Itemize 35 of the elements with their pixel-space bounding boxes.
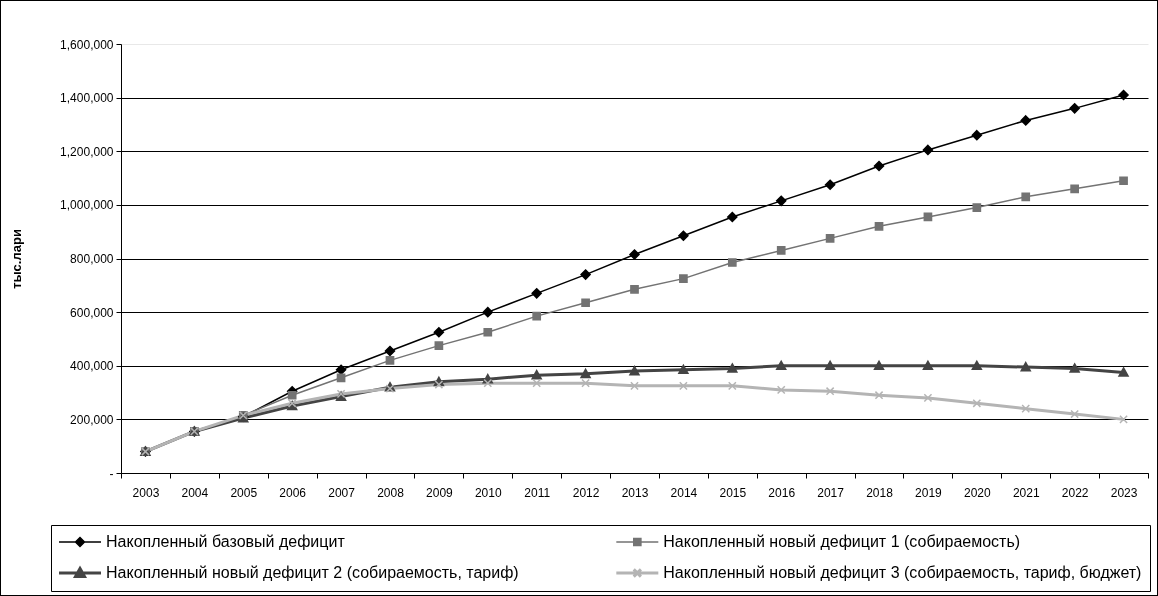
- x-tick-label: 2012: [572, 485, 600, 500]
- x-tick-label: 2009: [426, 485, 454, 500]
- x-tick-label: 2003: [132, 485, 160, 500]
- x-tick-label: 2014: [670, 485, 698, 500]
- x-tick-label: 2011: [524, 485, 551, 500]
- x-tick-label: 2008: [377, 485, 405, 500]
- y-tick-label: 1,400,000: [60, 91, 114, 106]
- x-tick-label: 2005: [230, 485, 258, 500]
- x-tick-label: 2023: [1110, 485, 1138, 500]
- x-tick-label: 2010: [474, 485, 502, 500]
- y-axis-title: тыс.лари: [9, 229, 25, 289]
- y-tick-label: 1,600,000: [60, 37, 114, 52]
- x-tick-label: 2013: [621, 485, 649, 500]
- x-tick-label: 2006: [279, 485, 307, 500]
- x-tick-label: 2022: [1061, 485, 1089, 500]
- legend-label: Накопленный базовый дефицит: [106, 533, 346, 550]
- legend-label: Накопленный новый дефицит 2 (собираемость, тариф): [106, 564, 519, 581]
- x-tick-label: 2015: [719, 485, 747, 500]
- y-tick-label: 1,000,000: [60, 198, 114, 213]
- y-tick-label: 1,200,000: [60, 144, 114, 159]
- x-tick-label: 2019: [915, 485, 943, 500]
- x-tick-label: 2021: [1012, 485, 1040, 500]
- x-tick-label: 2004: [181, 485, 209, 500]
- x-tick-label: 2007: [328, 485, 356, 500]
- y-tick-label: 800,000: [70, 252, 114, 266]
- legend-label: Накопленный новый дефицит 1 (собираемость): [663, 533, 1021, 550]
- legend-label: Накопленный новый дефицит 3 (собираемость, тариф, бюджет): [663, 564, 1142, 581]
- y-tick-label: 200,000: [70, 412, 114, 427]
- x-tick-label: 2018: [866, 485, 894, 500]
- x-tick-label: 2016: [768, 485, 796, 500]
- y-tick-label: 400,000: [70, 359, 114, 374]
- y-tick-label: -: [109, 466, 114, 481]
- x-tick-label: 2020: [963, 485, 991, 500]
- x-tick-label: 2017: [817, 485, 845, 500]
- y-tick-label: 600,000: [70, 305, 114, 320]
